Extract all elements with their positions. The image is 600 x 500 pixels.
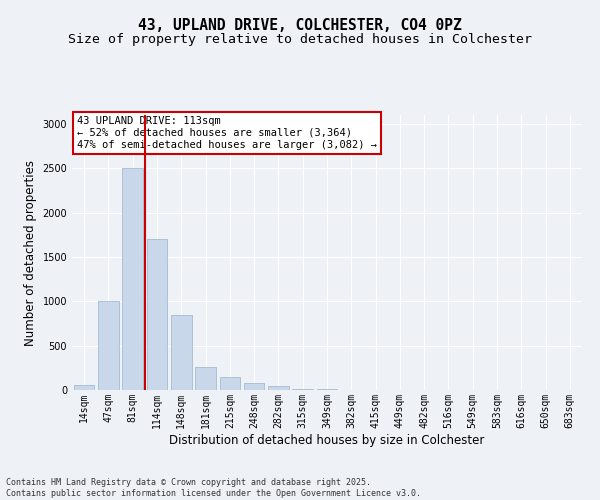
Text: 43, UPLAND DRIVE, COLCHESTER, CO4 0PZ: 43, UPLAND DRIVE, COLCHESTER, CO4 0PZ (138, 18, 462, 32)
Bar (244, 383, 265, 390)
Text: Size of property relative to detached houses in Colchester: Size of property relative to detached ho… (68, 32, 532, 46)
Bar (268, 386, 289, 390)
Bar (171, 314, 191, 390)
Y-axis label: Number of detached properties: Number of detached properties (24, 160, 37, 346)
X-axis label: Distribution of detached houses by size in Colchester: Distribution of detached houses by size … (169, 434, 485, 446)
Text: Contains HM Land Registry data © Crown copyright and database right 2025.
Contai: Contains HM Land Registry data © Crown c… (6, 478, 421, 498)
Bar (292, 389, 313, 390)
Text: 43 UPLAND DRIVE: 113sqm
← 52% of detached houses are smaller (3,364)
47% of semi: 43 UPLAND DRIVE: 113sqm ← 52% of detache… (77, 116, 377, 150)
Bar (195, 367, 216, 390)
Bar (74, 384, 94, 390)
Bar (220, 376, 240, 390)
Bar (146, 239, 167, 390)
Bar (122, 168, 143, 390)
Bar (98, 302, 119, 390)
